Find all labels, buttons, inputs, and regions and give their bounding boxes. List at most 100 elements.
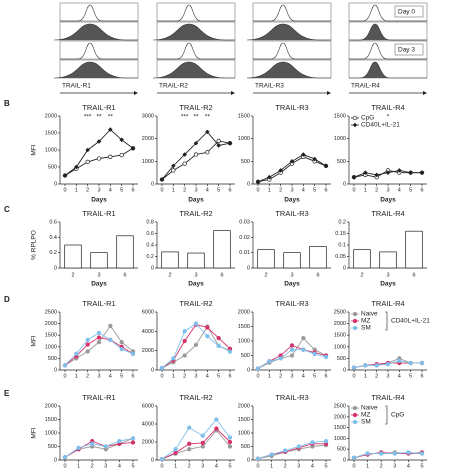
y-tick-label: 2500 [45,309,57,315]
x-tick-label: 6 [420,187,423,193]
x-axis-label: Days [188,281,204,288]
x-tick-label: 6 [324,187,327,193]
y-tick-label: 4000 [142,421,154,427]
data-point [200,433,205,438]
y-tick-label: 0 [151,181,154,187]
x-tick-label: 4 [407,463,410,469]
bar [213,230,231,269]
y-tick-label: 0 [247,367,250,373]
bar [90,252,108,269]
data-point [187,441,192,446]
data-point [96,340,102,345]
day-label: Day 0 [398,9,415,16]
series-line [161,429,231,460]
panel-letter: D [4,295,10,304]
x-tick-label: 3 [194,272,197,278]
data-point [171,168,176,173]
chart-title: TRAIL-R2 [179,393,212,402]
y-tick-label: 0 [54,367,57,373]
data-point [62,173,68,178]
x-tick-label: 4 [109,187,112,193]
data-point [108,337,113,342]
data-point [119,152,124,158]
x-axis-label: Days [380,197,396,204]
chart-title: TRAIL-R1 [82,299,115,308]
y-tick-label: 500 [337,447,346,453]
x-tick-label: 6 [123,272,126,278]
bar [353,249,371,269]
data-point [62,455,68,460]
bar [116,235,134,269]
legend-label: SM [361,325,371,332]
x-tick-label: 4 [215,463,218,469]
y-tick-label: 0 [151,265,154,271]
data-point [171,163,176,169]
data-point [289,343,295,348]
y-tick-label: 1000 [45,430,57,436]
x-tick-label: 2 [168,272,171,278]
y-tick-label: 1500 [334,113,346,119]
x-tick-label: 4 [398,373,401,379]
data-point [119,137,124,143]
arrow-head [231,91,235,95]
y-tick-label: 500 [337,159,346,165]
x-tick-label: 3 [194,187,197,193]
data-point [363,363,368,368]
x-tick-label: 3 [386,187,389,193]
significance: ** [96,114,102,121]
y-tick-label: 2000 [45,113,57,119]
bar [283,252,301,269]
legend-label: MZ [361,318,370,325]
arrow-head [423,91,427,95]
x-tick-label: 2 [86,187,89,193]
x-axis-label: Days [91,281,107,288]
x-tick-label: 5 [217,187,220,193]
y-tick-label: 0 [343,181,346,187]
y-tick-label: 1000 [334,344,346,350]
y-tick-label: 0 [247,457,250,463]
y-tick-label: 2000 [334,414,346,420]
data-point [352,325,358,331]
x-tick-label: 1 [366,463,369,469]
x-tick-label: 6 [131,373,134,379]
y-tick-label: 1000 [238,430,250,436]
y-tick-label: 500 [337,356,346,362]
data-point [419,360,425,366]
data-point [269,452,274,457]
x-tick-label: 2 [284,463,287,469]
x-tick-label: 6 [228,187,231,193]
histogram-filled [246,23,331,41]
y-tick-label: 2000 [45,321,57,327]
data-point [200,440,205,446]
y-tick-label: 500 [48,164,57,170]
y-axis-label: MFI [31,335,38,346]
x-tick-label: 2 [360,272,363,278]
data-point [352,318,358,324]
significance: *** [84,114,92,121]
y-tick-label: 0.1 [338,242,346,248]
y-tick-label: 0 [247,181,250,187]
y-tick-label: 0 [343,457,346,463]
x-tick-label: 3 [104,463,107,469]
x-tick-label: 3 [201,463,204,469]
data-point [193,321,199,326]
y-tick-label: 1000 [238,136,250,142]
histogram-open [349,42,427,60]
x-tick-label: 0 [352,373,355,379]
data-point [117,438,122,444]
bar [64,244,82,269]
day-label-box [394,5,424,18]
x-tick-label: 2 [86,373,89,379]
x-tick-label: 0 [256,373,259,379]
y-tick-label: 2000 [142,439,154,445]
data-point [296,444,301,449]
histogram-open [349,4,427,22]
x-tick-label: 1 [268,373,271,379]
histogram-title: TRAIL-R2 [159,83,188,90]
series-line [257,440,327,460]
data-point [103,444,108,449]
y-tick-label: 1500 [45,130,57,136]
data-point [352,115,358,121]
y-tick-label: 0 [54,265,57,271]
bar [379,251,397,269]
